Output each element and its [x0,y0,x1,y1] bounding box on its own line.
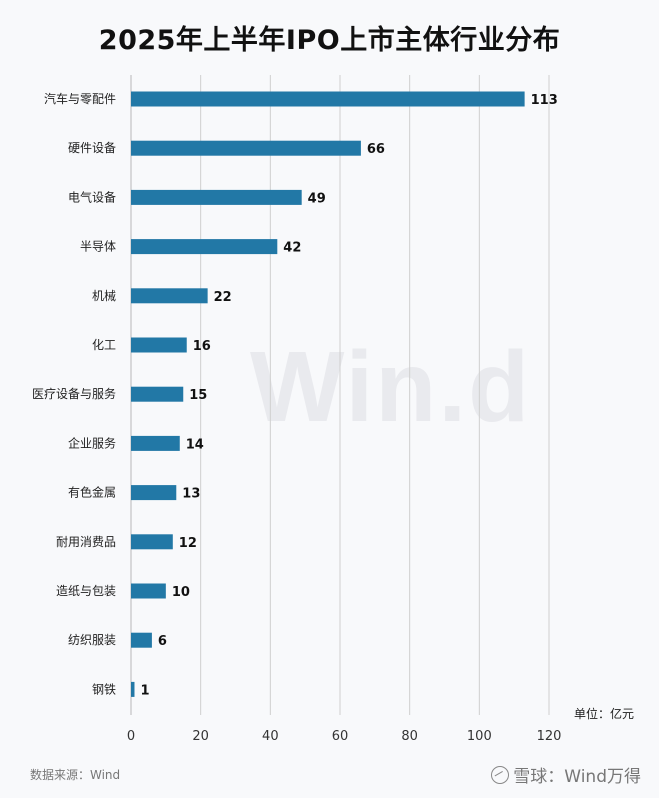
category-label: 医疗设备与服务 [32,386,116,401]
watermark: Win.d [250,331,532,443]
bar [131,189,302,205]
value-label: 13 [182,487,200,502]
value-label: 42 [283,241,301,256]
bar [131,91,525,107]
x-tick-label: 0 [127,729,135,744]
bar [131,681,135,697]
x-tick-label: 20 [192,729,209,744]
category-label: 企业服务 [68,435,116,450]
value-label: 6 [158,634,167,649]
x-tick-label: 60 [332,729,349,744]
value-label: 22 [214,290,232,305]
value-label: 66 [367,142,385,157]
value-label: 12 [179,536,197,551]
bar [131,288,208,304]
x-axis-ticks: 0 20 40 60 80 100 120 [127,729,562,744]
category-label: 电气设备 [68,189,116,204]
bar [131,435,180,451]
chart-title: 2025年上半年IPO上市主体行业分布 [98,25,561,56]
category-label: 有色金属 [68,485,116,500]
category-label: 纺织服装 [68,633,116,647]
grid-lines [130,75,550,715]
category-label: 机械 [92,288,116,303]
unit-label: 单位：亿元 [573,707,634,721]
value-label: 15 [189,388,207,403]
bars [131,91,525,697]
value-label: 1 [140,683,149,698]
bar [131,485,177,501]
bar [131,583,166,599]
bar [131,632,152,648]
value-label: 113 [531,93,558,108]
category-label: 化工 [92,338,116,352]
bar [131,337,187,353]
category-label: 钢铁 [92,682,116,696]
x-tick-label: 100 [467,729,492,744]
bar [131,140,361,156]
category-label: 汽车与零配件 [44,91,116,106]
x-tick-label: 80 [401,729,418,744]
category-label: 耐用消费品 [56,535,116,549]
value-labels: 113 66 49 42 22 16 15 14 13 12 10 6 1 [140,93,557,698]
x-tick-label: 120 [537,729,562,744]
value-label: 10 [172,585,190,600]
category-label: 半导体 [80,240,116,254]
category-label: 造纸与包装 [56,584,116,598]
bar [131,239,278,255]
value-label: 16 [193,339,211,354]
brand-mark: 雪球：Wind万得 [491,762,641,787]
x-tick-label: 40 [262,729,279,744]
snowball-icon [491,765,510,784]
source-note: 数据来源：Wind [30,768,121,782]
value-label: 14 [186,437,204,452]
category-labels: 汽车与零配件硬件设备电气设备半导体机械化工医疗设备与服务企业服务有色金属耐用消费… [32,91,116,696]
bar [131,386,184,402]
category-label: 硬件设备 [68,141,116,155]
bar [131,534,173,550]
value-label: 49 [308,191,326,206]
brand-text: 雪球：Wind万得 [513,767,641,787]
